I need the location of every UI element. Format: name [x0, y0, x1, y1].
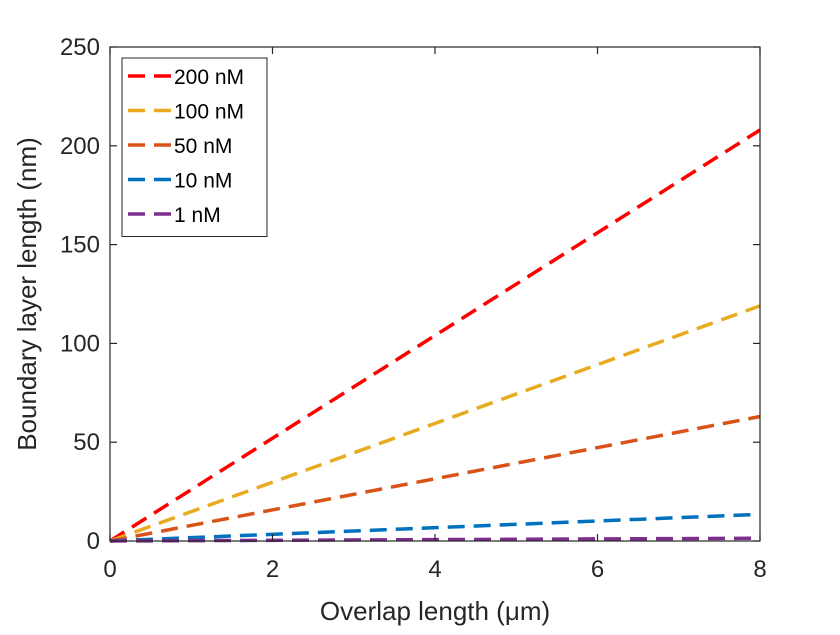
- series-line-100-nm: [109, 304, 761, 543]
- legend-box: [121, 57, 268, 237]
- y-tick-label: 0: [87, 528, 100, 555]
- x-tick-label: 2: [266, 556, 279, 583]
- x-tick-label: 6: [591, 556, 604, 583]
- y-tick-label: 100: [60, 330, 100, 357]
- y-tick-label: 150: [60, 232, 100, 259]
- y-axis-label: Boundary layer length (nm): [12, 137, 42, 451]
- legend-label-10-nm: 10 nM: [174, 170, 232, 193]
- series-line-50-nm: [109, 414, 761, 543]
- series-line-200-nm: [109, 128, 761, 543]
- y-tick-label: 50: [73, 429, 100, 456]
- x-tick-label: 8: [753, 556, 766, 583]
- legend-label-50-nm: 50 nM: [174, 135, 232, 158]
- legend-label-200-nm: 200 nM: [174, 66, 244, 89]
- tick-layer: 0 2 4 6 8 0 50 100 150 200 250: [60, 34, 767, 583]
- legend-label-1-nm: 1 nM: [174, 204, 221, 227]
- series-line-10-nm: [109, 512, 761, 543]
- x-tick-label: 0: [103, 556, 116, 583]
- y-tick-label: 250: [60, 34, 100, 61]
- y-tick-label: 200: [60, 133, 100, 160]
- legend: 200 nM 100 nM 50 nM 10 nM 1 nM: [121, 57, 268, 237]
- x-tick-label: 4: [428, 556, 441, 583]
- legend-label-100-nm: 100 nM: [174, 101, 244, 124]
- x-axis-label: Overlap length (μm): [320, 596, 550, 626]
